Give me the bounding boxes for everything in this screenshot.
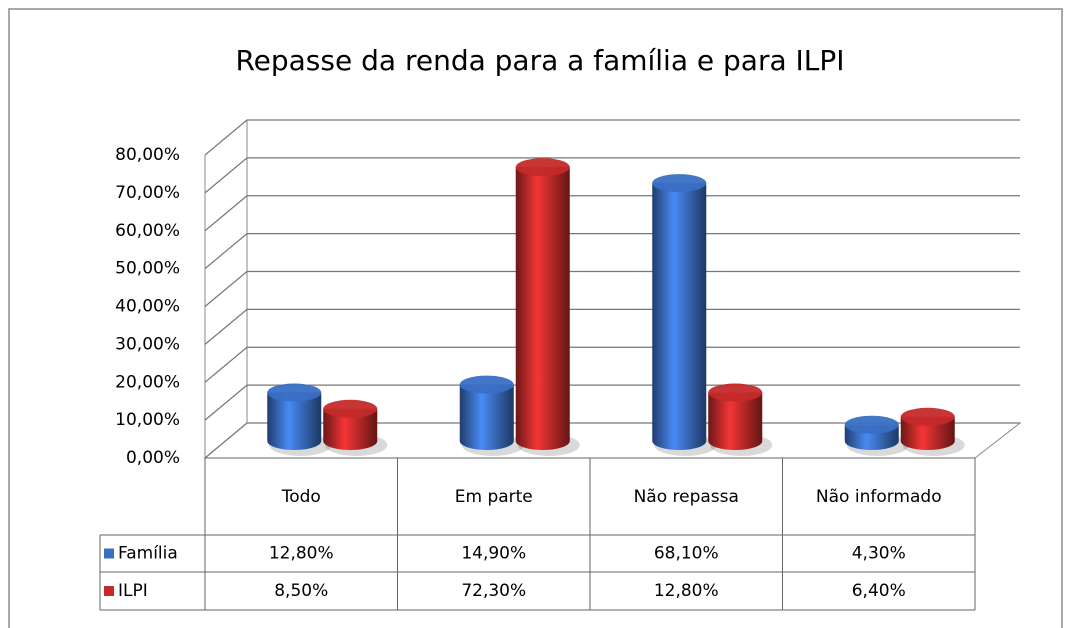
category-cell: Todo: [281, 486, 321, 507]
bar: [652, 183, 707, 451]
bar: [459, 384, 514, 450]
bar-top: [267, 383, 322, 402]
x-tick-label: Todo: [281, 486, 321, 507]
x-tick-label: Não informado: [815, 486, 942, 507]
bar-top: [652, 174, 707, 193]
bar: [267, 392, 322, 450]
grid-line: [204, 308, 1020, 345]
x-tick-label: Não repassa: [633, 486, 739, 507]
data-label: 14,90%: [461, 544, 526, 564]
grid-line: [204, 157, 1020, 194]
grid-line: [204, 422, 1020, 459]
data-label: 12,80%: [654, 581, 719, 601]
y-tick-label: 10,00%: [115, 410, 180, 430]
grid-line: [204, 119, 1020, 156]
legend-swatch: [104, 548, 114, 559]
y-tick-label: 60,00%: [115, 221, 180, 241]
bar: [515, 167, 570, 450]
grid-line: [204, 384, 1020, 421]
y-tick-label: 70,00%: [115, 183, 180, 203]
bar: [323, 408, 378, 450]
category-cell: Não repassa: [633, 486, 739, 507]
bar-top: [900, 407, 955, 426]
data-label: 12,80%: [269, 544, 334, 564]
grid-line: [204, 346, 1020, 383]
y-tick-label: 80,00%: [115, 145, 180, 165]
data-label: 4,30%: [852, 544, 906, 564]
x-tick-label: Em parte: [454, 486, 533, 507]
legend-label: ILPI: [118, 581, 148, 601]
data-label: 68,10%: [654, 544, 719, 564]
grid-line: [204, 195, 1020, 232]
y-tick-label: 30,00%: [115, 334, 180, 354]
y-tick-label: 50,00%: [115, 259, 180, 279]
grid-line: [204, 270, 1020, 307]
bar: [708, 392, 763, 450]
y-tick-label: 20,00%: [115, 372, 180, 392]
y-tick-label: 0,00%: [126, 448, 180, 468]
category-cell: Em parte: [454, 486, 533, 507]
data-label: 6,40%: [852, 581, 906, 601]
category-cell: Não informado: [815, 486, 942, 507]
chart-title: Repasse da renda para a família e para I…: [235, 44, 844, 77]
legend-label: Família: [118, 544, 178, 564]
bar-top: [323, 399, 378, 418]
bar-top: [515, 158, 570, 177]
y-tick-label: 40,00%: [115, 297, 180, 317]
grid-line: [204, 233, 1020, 270]
bar: [900, 416, 955, 450]
data-label: 8,50%: [274, 581, 328, 601]
legend-swatch: [104, 586, 114, 596]
data-label: 72,30%: [461, 581, 526, 601]
bar-top: [844, 415, 899, 434]
bar-top: [708, 383, 763, 402]
bar-top: [459, 375, 514, 394]
